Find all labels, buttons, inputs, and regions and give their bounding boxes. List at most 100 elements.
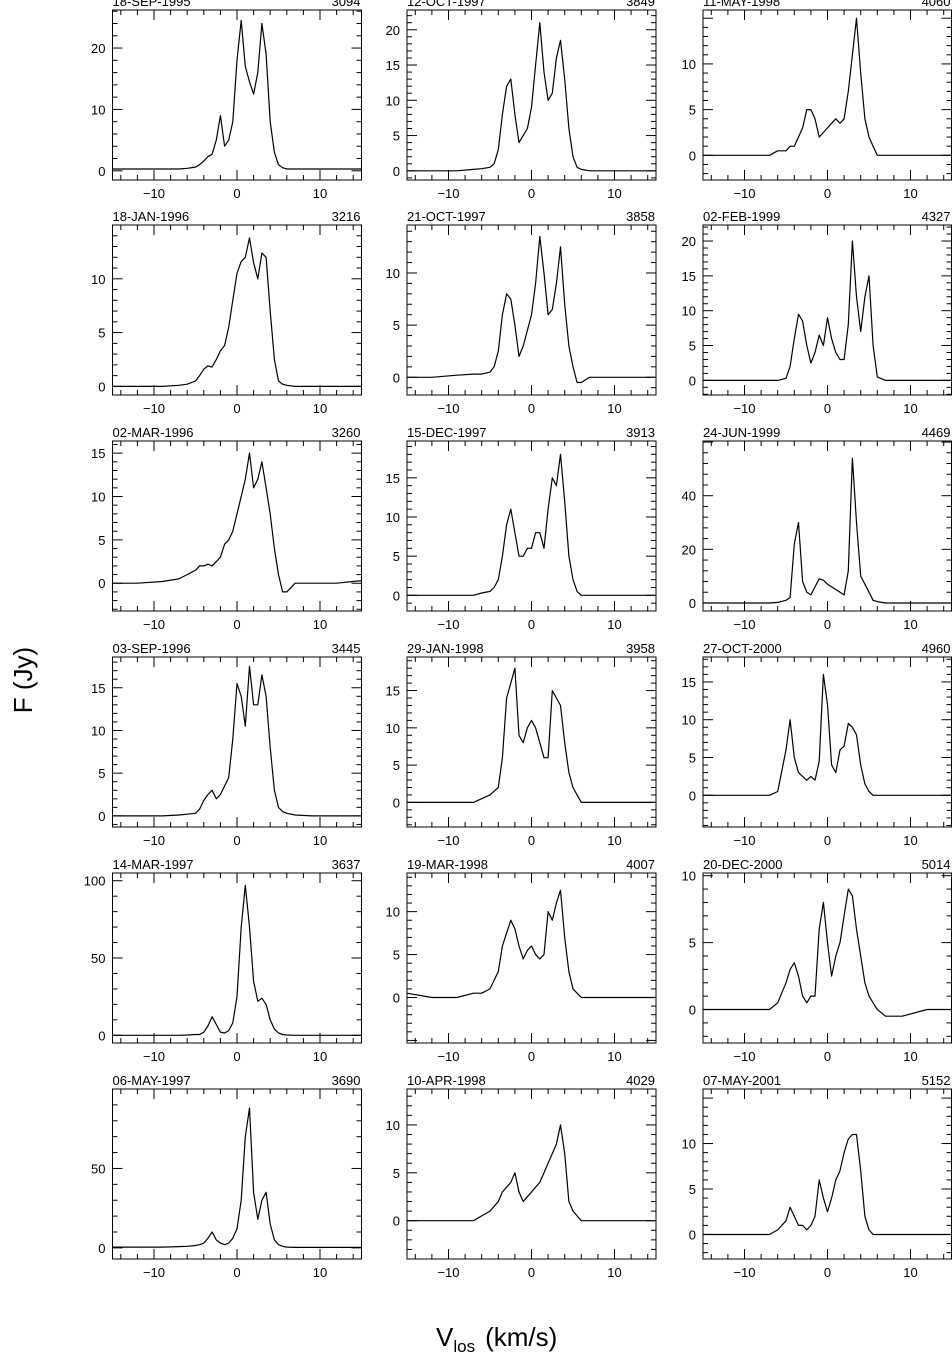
y-tick-label: 15 [386,471,400,486]
y-tick-label: 40 [682,489,696,504]
x-tick-label: 10 [313,833,327,848]
x-tick-label: −10 [143,617,165,632]
panel-date: 06-MAY-1997 [113,1073,191,1088]
y-tick-label: 0 [98,379,105,394]
x-tick-label: −10 [437,1049,459,1064]
spectrum-line [703,1133,952,1236]
x-axis-label-unit: (km/s) [485,1322,557,1352]
x-tick-label: 10 [607,1265,621,1280]
y-tick-label: 5 [689,103,696,118]
y-tick-label: 0 [393,370,400,385]
x-tick-label: 0 [528,617,535,632]
x-tick-label: −10 [733,1049,755,1064]
y-tick-label: 5 [393,1166,400,1181]
spectrum-line [407,1124,656,1222]
y-tick-label: 15 [682,675,696,690]
spectrum-line [112,19,362,170]
y-tick-label: 5 [689,936,696,951]
x-tick-label: 0 [824,617,831,632]
plot-frame [406,440,657,612]
panel-number: 5152 [922,1073,951,1088]
x-tick-label: −10 [143,1265,165,1280]
panel-number: 3849 [626,0,655,9]
spectrum-line [703,240,952,381]
x-tick-label: 10 [903,617,917,632]
y-tick-label: 5 [393,758,400,773]
x-tick-label: −10 [733,833,755,848]
y-tick-label: 10 [682,304,696,319]
y-tick-label: 100 [84,874,106,889]
panel-number: 3445 [332,641,361,656]
x-tick-label: −10 [733,186,755,201]
x-tick-label: −10 [143,401,165,416]
y-tick-label: 0 [689,148,696,163]
x-tick-label: −10 [437,1265,459,1280]
panel-date: 10-APR-1998 [407,1073,486,1088]
spectrum-line [407,667,656,804]
y-tick-label: 10 [682,57,696,72]
y-tick-label: 5 [98,533,105,548]
y-tick-label: 10 [91,490,105,505]
panel-number: 4007 [626,857,655,872]
panel-number: 3216 [332,209,361,224]
y-tick-label: 5 [689,339,696,354]
plot-frame [406,872,657,1044]
spectrum-panel: 03-SEP-1996 3445 −10 0 10 0 5 10 15 [91,641,362,848]
panel-date: 07-MAY-2001 [703,1073,781,1088]
y-tick-label: 15 [386,58,400,73]
y-tick-label: 10 [386,266,400,281]
panel-number: 4469 [922,425,951,440]
y-tick-label: 5 [98,326,105,341]
plot-frame [112,872,362,1044]
plot-frame [702,872,952,1044]
panel-date: 29-JAN-1998 [407,641,484,656]
y-tick-label: 15 [91,446,105,461]
plot-frame [112,1088,362,1260]
x-tick-label: 0 [824,1049,831,1064]
panel-date: 18-SEP-1995 [113,0,191,9]
spectrum-line [112,452,362,593]
plot-frame [112,440,362,612]
plot-frame [406,9,657,181]
panel-date: 21-OCT-1997 [407,209,486,224]
panel-number: 3094 [332,0,361,9]
panel-date: 14-MAR-1997 [113,857,194,872]
x-tick-label: 10 [313,401,327,416]
spectrum-line [406,889,656,999]
x-tick-label: 10 [607,833,621,848]
x-tick-label: 10 [313,186,327,201]
x-tick-label: 10 [903,401,917,416]
y-tick-label: 10 [386,721,400,736]
spectrum-line [407,453,656,596]
x-tick-label: −10 [437,833,459,848]
spectrum-panel: 11-MAY-1998 4060 −10 0 10 0 5 10 [682,0,952,201]
x-tick-label: 0 [233,833,240,848]
y-tick-label: 50 [91,951,105,966]
y-tick-label: 0 [689,1003,696,1018]
x-tick-label: 0 [233,401,240,416]
y-tick-label: 0 [393,795,400,810]
panel-number: 3913 [626,425,655,440]
y-tick-label: 0 [393,1214,400,1229]
panel-date: 03-SEP-1996 [113,641,191,656]
y-tick-label: 0 [98,576,105,591]
y-tick-label: 15 [682,269,696,284]
y-tick-label: 10 [91,723,105,738]
x-tick-label: 10 [903,833,917,848]
panel-date: 12-OCT-1997 [407,0,486,9]
spectrum-panel: 12-OCT-1997 3849 −10 0 10 0 5 10 15 20 [386,0,657,201]
panel-number: 4327 [922,209,951,224]
spectrum-panel: 02-FEB-1999 4327 −10 0 10 0 5 10 15 20 [682,209,952,416]
y-tick-label: 5 [393,129,400,144]
y-tick-label: 20 [682,542,696,557]
x-tick-label: 0 [824,833,831,848]
x-tick-label: 10 [313,1049,327,1064]
panel-date: 11-MAY-1998 [703,0,780,9]
panel-number: 3958 [626,641,655,656]
y-tick-label: 10 [682,713,696,728]
y-tick-label: 5 [689,750,696,765]
panel-number: 3260 [332,425,361,440]
x-tick-label: 10 [903,1049,917,1064]
